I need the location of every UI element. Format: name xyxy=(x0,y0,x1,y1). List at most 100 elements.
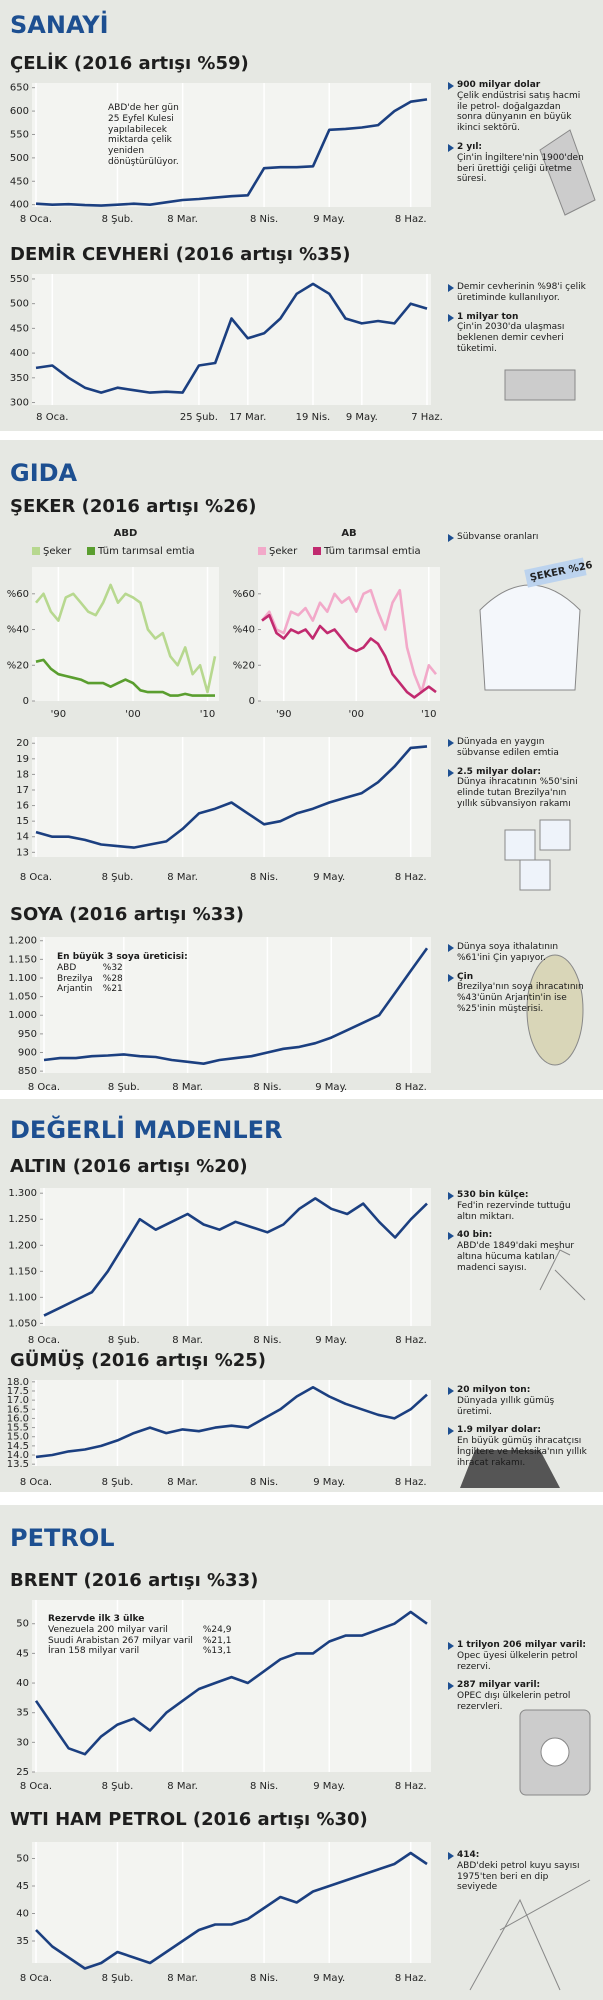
y-tick-label: 0 xyxy=(249,696,255,707)
y-tick-label: 550 xyxy=(10,129,29,140)
x-tick-label: '00 xyxy=(125,709,140,720)
note-text: Opec üyesi ülkelerin petrol rezervi. xyxy=(457,1650,578,1672)
note-text: Dünyada yıllık gümüş üretimi. xyxy=(457,1395,555,1417)
note: 1 trilyon 206 milyar varil: Opec üyesi ül… xyxy=(448,1640,587,1672)
plot-area xyxy=(40,1188,431,1326)
x-tick-label: '00 xyxy=(349,709,364,720)
x-tick-label: 8 Oca. xyxy=(20,872,52,883)
y-tick-label: 550 xyxy=(10,274,29,285)
table-cell: %24,9 xyxy=(202,1624,232,1635)
table-row: İran 158 milyar varil %13,1 xyxy=(48,1646,241,1657)
note-highlight: 287 milyar varil: xyxy=(457,1680,541,1691)
note-text: Çin'in İngiltere'nin 1900'den beri ürett… xyxy=(457,152,584,185)
note-text: Fed'in rezervinde tuttuğu altın miktarı. xyxy=(457,1200,571,1222)
x-tick-label: 8 Haz. xyxy=(395,1082,427,1093)
y-tick-label: 300 xyxy=(10,398,29,409)
y-tick-label: 17.0 xyxy=(7,1395,29,1406)
table: Venezuela 200 milyar varil %24,9 Suudi Ara… xyxy=(48,1625,241,1657)
table-cell: Arjantin xyxy=(57,984,93,995)
y-tick-label: 15 xyxy=(16,816,29,827)
plot-area xyxy=(32,274,431,405)
line xyxy=(34,1610,428,1756)
note: Çin Brezilya'nın soya ihracatının %43'ünü… xyxy=(448,972,587,1015)
note: 1.9 milyar dolar: En büyük gümüş ihracatç… xyxy=(448,1425,587,1468)
x-tick-label: 8 Oca. xyxy=(20,214,52,225)
y-tick-label: 16.5 xyxy=(7,1404,29,1415)
note-highlight: 1 milyar ton xyxy=(457,311,519,322)
x-tick-label: 8 Şub. xyxy=(102,1781,134,1792)
legend-label: Tüm tarımsal emtia xyxy=(97,546,195,557)
note-highlight: Çin xyxy=(457,971,474,982)
note-highlight: 20 milyon ton: xyxy=(457,1385,531,1395)
y-tick-label: 1.000 xyxy=(8,1010,37,1021)
note-text: Dünyada en yaygın sübvanse edilen emtia xyxy=(457,737,559,758)
notes: 530 bin külçe: Fed'in rezervinde tuttuğu … xyxy=(448,1190,587,1282)
note: 414: ABD'deki petrol kuyu sayısı 1975'ten… xyxy=(448,1850,587,1893)
note-text: ABD'deki petrol kuyu sayısı 1975'ten ber… xyxy=(457,1860,580,1893)
y-tick-label: 45 xyxy=(16,1648,29,1659)
x-tick-label: 9 May. xyxy=(313,872,345,883)
table-row: ABD %32 xyxy=(57,963,133,974)
note: Dünyada en yaygın sübvanse edilen emtia xyxy=(448,737,587,759)
table-row: Venezuela 200 milyar varil %24,9 xyxy=(48,1625,241,1636)
x-tick-label: 8 Oca. xyxy=(20,1781,52,1792)
x-tick-label: 8 Mar. xyxy=(172,1082,203,1093)
note: Dünya soya ithalatının %61'ini Çin yapıy… xyxy=(448,942,587,964)
x-tick-label: 8 Oca. xyxy=(28,1335,60,1346)
note-text: Demir cevherinin %98'i çelik üretiminde … xyxy=(457,282,586,303)
x-tick-label: 8 Mar. xyxy=(167,1781,198,1792)
legend-swatch xyxy=(313,547,321,555)
x-tick-label: 25 Şub. xyxy=(180,412,218,423)
notes: Dünya soya ithalatının %61'ini Çin yapıy… xyxy=(448,942,587,1023)
y-tick-label: 45 xyxy=(16,1881,29,1892)
y-tick-label: 18 xyxy=(16,769,29,780)
note-highlight: 530 bin külçe: xyxy=(457,1190,529,1200)
y-tick-label: 35 xyxy=(16,1936,29,1947)
y-tick-label: 18.0 xyxy=(7,1377,29,1388)
x-tick-label: '10 xyxy=(200,709,215,720)
y-tick-label: 15.0 xyxy=(7,1432,29,1443)
legend-swatch xyxy=(87,547,95,555)
note-highlight: 2 yıl: xyxy=(457,141,483,152)
x-tick-label: 8 Mar. xyxy=(167,872,198,883)
legend-label: Şeker xyxy=(43,546,72,557)
plot-area xyxy=(32,1380,431,1466)
x-tick-label: 8 Haz. xyxy=(395,1477,427,1488)
y-tick-label: 40 xyxy=(16,1678,29,1689)
y-tick-label: 1.050 xyxy=(8,992,37,1003)
note-text: Brezilya'nın soya ihracatının %43'ünün A… xyxy=(457,982,584,1014)
note-highlight: 2.5 milyar dolar: xyxy=(457,766,541,777)
note: 20 milyon ton: Dünyada yıllık gümüş üreti… xyxy=(448,1385,587,1417)
x-tick-label: 9 May. xyxy=(313,1781,345,1792)
table-row: Brezilya %28 xyxy=(57,974,133,985)
annotation-table: Rezervde ilk 3 ülke Venezuela 200 milyar … xyxy=(48,1614,241,1657)
x-tick-label: 8 Nis. xyxy=(253,1082,281,1093)
notes: 900 milyar dolar Çelik endüstrisi satış h… xyxy=(448,80,587,193)
note-text: Sübvanse oranları xyxy=(457,532,539,542)
note-highlight: 1.9 milyar dolar: xyxy=(457,1425,541,1436)
note-text: ABD'de 1849'daki meşhur altına hücuma ka… xyxy=(457,1241,575,1273)
y-tick-label: %20 xyxy=(233,660,255,671)
y-tick-label: 14.0 xyxy=(7,1450,29,1461)
y-tick-label: 50 xyxy=(16,1619,29,1630)
x-tick-label: 9 May. xyxy=(313,214,345,225)
note-text: Dünya ihracatının %50'sini elinde tutan … xyxy=(457,777,578,809)
badge-bg xyxy=(524,557,587,588)
y-tick-label: 0 xyxy=(23,696,29,707)
y-tick-label: 600 xyxy=(10,106,29,117)
y-tick-label: 650 xyxy=(10,83,29,94)
x-tick-label: 8 Oca. xyxy=(36,412,68,423)
y-tick-label: %40 xyxy=(7,625,29,636)
x-tick-label: 9 May. xyxy=(313,1477,345,1488)
y-tick-label: 1.150 xyxy=(8,1266,37,1277)
x-tick-label: 8 Nis. xyxy=(253,1335,281,1346)
x-tick-label: 8 Haz. xyxy=(395,1973,427,1984)
x-tick-label: 8 Oca. xyxy=(20,1477,52,1488)
y-tick-label: 15.5 xyxy=(7,1423,29,1434)
y-tick-label: 16 xyxy=(16,801,29,812)
illustration xyxy=(69,95,596,1991)
y-tick-label: %60 xyxy=(233,589,255,600)
line xyxy=(35,98,428,207)
note-highlight: 414: xyxy=(457,1850,480,1860)
